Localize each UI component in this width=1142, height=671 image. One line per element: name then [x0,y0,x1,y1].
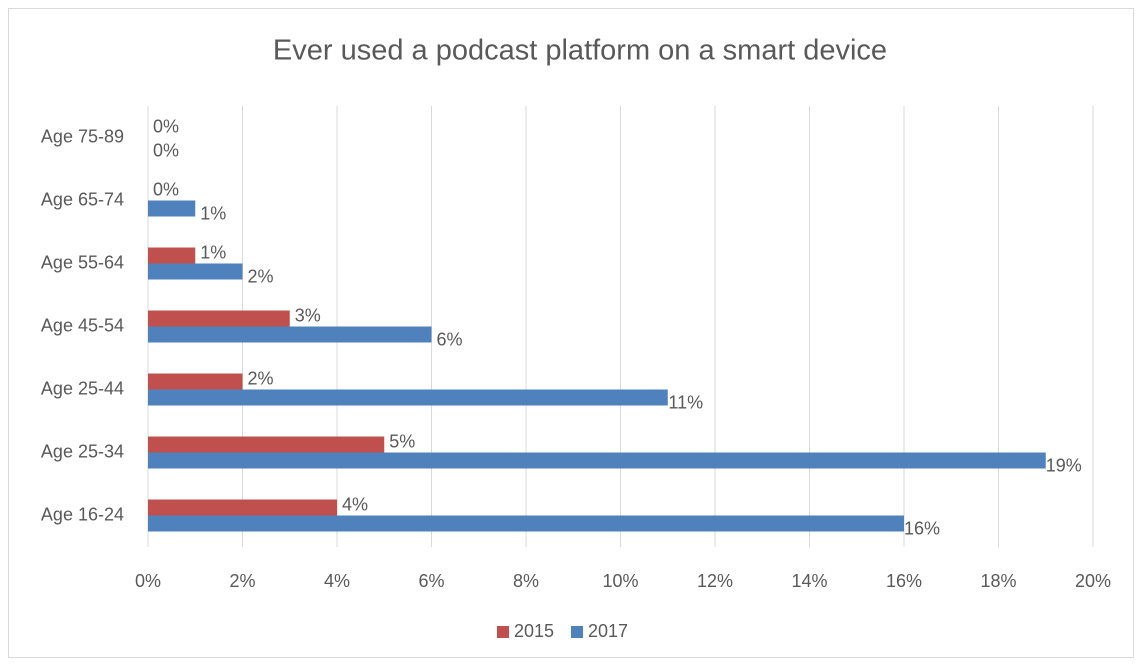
data-label: 3% [295,305,321,325]
bar [148,263,243,280]
data-label: 16% [904,518,940,538]
bar [148,515,904,532]
data-label: 6% [436,329,462,349]
chart-title: Ever used a podcast platform on a smart … [273,35,887,67]
legend-label: 2015 [514,621,554,641]
x-tick-label: 12% [697,571,733,591]
bar [148,452,1046,469]
y-tick-label: Age 65-74 [41,189,124,209]
data-label: 1% [200,203,226,223]
y-tick-label: Age 55-64 [41,252,124,272]
x-tick-label: 6% [418,571,444,591]
bar [148,436,385,453]
bar [148,310,290,327]
bar [148,499,337,516]
x-tick-label: 8% [513,571,539,591]
data-label: 1% [200,242,226,262]
x-tick-label: 16% [886,571,922,591]
y-tick-label: Age 25-34 [41,441,124,461]
legend-swatch [497,626,509,638]
x-tick-label: 2% [229,571,255,591]
data-label: 0% [153,140,179,160]
legend-swatch [571,626,583,638]
y-tick-label: Age 45-54 [41,315,124,335]
bar [148,326,432,343]
x-tick-label: 14% [791,571,827,591]
x-tick-label: 0% [135,571,161,591]
data-label: 4% [342,494,368,514]
bar [148,373,243,390]
data-label: 2% [247,266,273,286]
x-tick-label: 20% [1075,571,1111,591]
x-tick-label: 4% [324,571,350,591]
bar [148,247,196,264]
data-label: 2% [247,368,273,388]
data-label: 0% [153,116,179,136]
y-tick-label: Age 75-89 [41,126,124,146]
x-tick-label: 18% [980,571,1016,591]
data-label: 5% [389,431,415,451]
y-tick-label: Age 16-24 [41,504,124,524]
data-label: 11% [668,392,703,412]
y-tick-label: Age 25-44 [41,378,124,398]
legend-label: 2017 [588,621,628,641]
data-label: 0% [153,179,179,199]
data-label: 19% [1046,455,1082,475]
bar [148,389,668,406]
bar [148,200,196,217]
x-tick-label: 10% [602,571,638,591]
